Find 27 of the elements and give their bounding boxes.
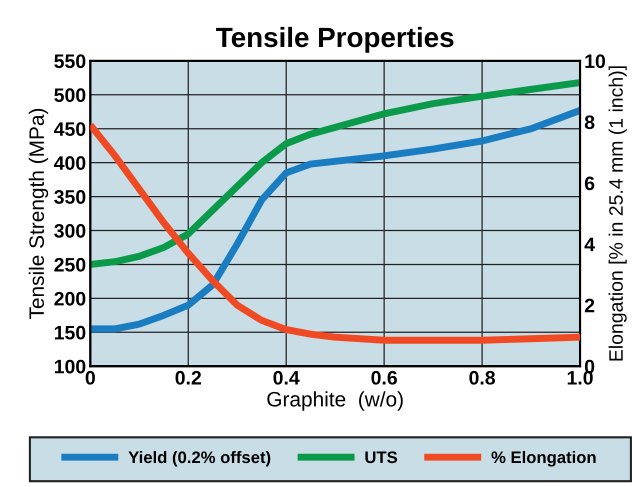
x-tick-label: 0.6 (371, 370, 397, 385)
y2-tick-label: 4 (584, 238, 595, 252)
y-tick-label: 250 (54, 258, 86, 272)
y-tick-label: 300 (54, 224, 86, 238)
y-tick-label: 100 (54, 360, 86, 374)
y-tick-label: 150 (54, 326, 86, 340)
legend-label: % Elongation (491, 450, 596, 467)
y-tick-label: 500 (54, 88, 86, 102)
y-tick-label: 350 (54, 190, 86, 204)
chart-title: Tensile Properties (216, 26, 454, 53)
x-tick-label: 0 (86, 370, 95, 385)
x-tick-label: 0.8 (469, 370, 496, 385)
legend-label: Yield (0.2% offset) (128, 450, 270, 466)
legend-label: UTS (365, 451, 398, 464)
x-tick-label: 0.4 (273, 370, 300, 385)
y-tick-label: 200 (54, 292, 86, 306)
y-tick-label: 400 (54, 156, 86, 170)
y2-tick-label: 2 (584, 298, 594, 312)
y-tick-label: 550 (54, 54, 86, 68)
y2-tick-label: 10 (585, 54, 606, 68)
y2-tick-label: 8 (584, 115, 594, 130)
y-axis-title: Tensile Strength (MPa) (28, 108, 48, 320)
y-tick-label: 450 (54, 122, 86, 136)
y2-tick-label: 6 (584, 176, 594, 190)
y2-axis-title: Elongation [% in 25.4 mm (1 inch)] (608, 66, 627, 361)
x-axis-title: Graphite (w/o) (267, 391, 403, 411)
x-tick-label: 0.2 (176, 370, 201, 385)
